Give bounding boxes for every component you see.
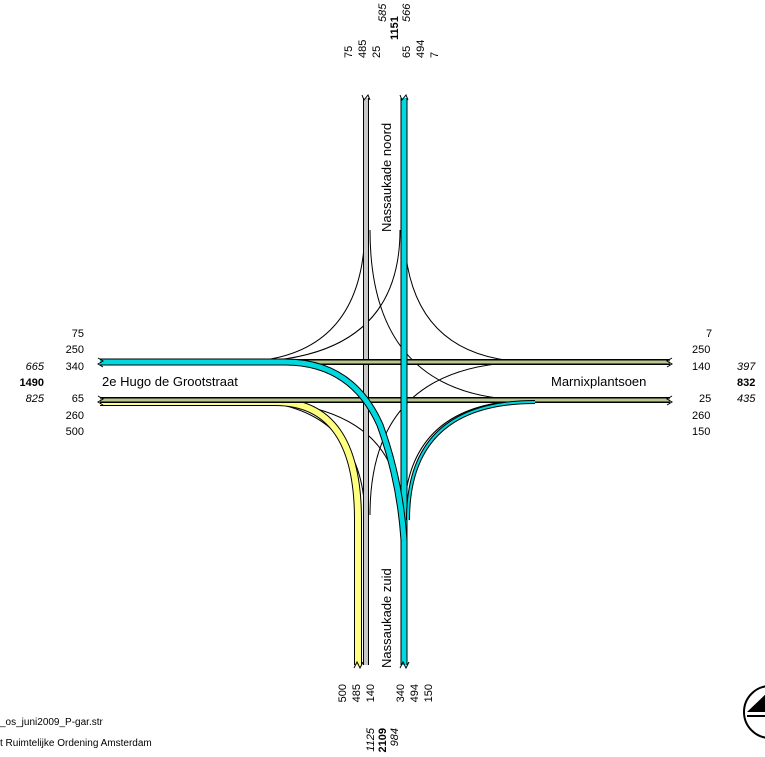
logo-icon — [743, 685, 765, 739]
road-end-caps — [97, 94, 673, 670]
west-sub-bottom: 825 — [26, 393, 45, 405]
street-name-south: Nassaukade zuid — [379, 568, 394, 668]
street-name-west: 2e Hugo de Grootstraat — [102, 374, 238, 389]
north-total: 1151 — [389, 16, 401, 40]
west-lane-bottom-3: 500 — [66, 426, 84, 438]
south-out-lane-2: 494 — [409, 684, 421, 702]
south-sub-out: 984 — [389, 728, 401, 746]
east-sub-bottom: 435 — [737, 393, 756, 405]
north-in-lane-2: 485 — [357, 40, 369, 58]
west-total: 1490 — [20, 377, 44, 389]
west-lane-bottom-1: 65 — [72, 393, 84, 405]
west-lane-top-3: 340 — [66, 361, 84, 373]
street-name-north: Nassaukade noord — [379, 123, 394, 232]
east-lane-bottom-2: 260 — [692, 410, 710, 422]
west-lane-top-2: 250 — [66, 344, 84, 356]
north-out-lane-3: 7 — [429, 52, 441, 58]
south-in-lane-2: 485 — [351, 684, 363, 702]
north-sub-out: 566 — [401, 3, 413, 22]
east-lane-top-1: 7 — [706, 328, 712, 340]
east-lane-top-3: 140 — [692, 361, 710, 373]
north-sub-in: 585 — [377, 3, 389, 22]
north-arm-counts: 75 485 25 65 494 7 585 1151 566 — [343, 3, 441, 58]
west-lane-top-1: 75 — [72, 328, 84, 340]
cyan-turn — [100, 358, 408, 541]
south-arm-counts: 500 485 140 340 494 150 1125 2109 984 — [337, 684, 435, 752]
south-in-lane-1: 500 — [337, 684, 349, 702]
north-in-lane-3: 25 — [371, 46, 383, 58]
north-out-lane-1: 65 — [401, 46, 413, 58]
east-arm-counts: 7 250 140 397 832 435 25 260 150 — [692, 328, 756, 438]
east-lane-top-2: 250 — [692, 344, 710, 356]
footer-org: t Ruimtelijke Ordening Amsterdam — [0, 738, 152, 749]
south-sub-in: 1125 — [365, 727, 377, 752]
north-in-lane-1: 75 — [343, 46, 355, 58]
south-in-lane-3: 140 — [365, 684, 377, 702]
cyan-curve-se — [406, 400, 536, 521]
footer-file: _os_juni2009_P-gar.str — [0, 717, 104, 728]
north-out-lane-2: 494 — [415, 40, 427, 58]
east-lane-bottom-1: 25 — [699, 393, 711, 405]
west-sub-top: 665 — [26, 361, 45, 373]
south-out-lane-3: 150 — [423, 684, 435, 702]
south-out-lane-1: 340 — [395, 684, 407, 702]
west-arm-counts: 75 250 340 665 1490 825 65 260 500 — [20, 328, 84, 438]
west-lane-bottom-2: 260 — [66, 410, 84, 422]
street-name-east: Marnixplantsoen — [551, 374, 646, 389]
east-total: 832 — [737, 377, 755, 389]
east-lane-bottom-3: 150 — [692, 426, 710, 438]
turn-curves — [234, 224, 536, 521]
yellow-flow — [100, 398, 362, 665]
east-sub-top: 397 — [737, 361, 756, 373]
south-total: 2109 — [377, 728, 389, 752]
